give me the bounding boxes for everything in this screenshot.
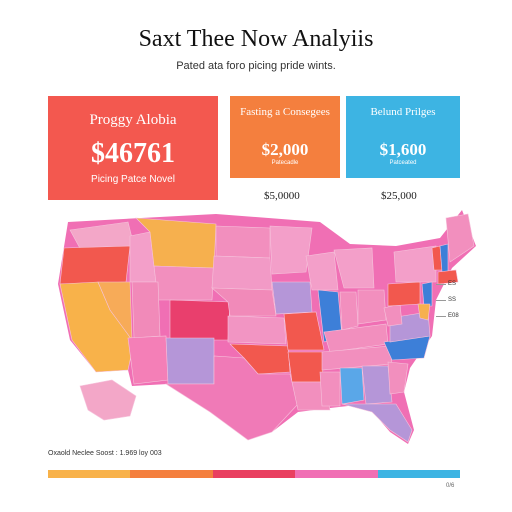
state-south-carolina: [387, 361, 409, 395]
stat-card-secondary: Fasting a Consegees $2,000 Patecadle: [230, 96, 340, 178]
legend-line-2: [436, 300, 446, 301]
state-michigan: [333, 247, 375, 289]
legend-line-3: [436, 316, 446, 317]
stat-card-tertiary: Belund Prilges $1,600 Patceated: [346, 96, 460, 178]
state-texas: [164, 355, 299, 441]
state-new-mexico: [165, 337, 215, 385]
stat-card-primary-note: Picing Patce Novel: [91, 174, 175, 185]
state-south-dakota: [211, 255, 273, 291]
state-colorado: [169, 299, 231, 341]
state-maine: [445, 213, 475, 263]
scale-segment-5: [377, 470, 461, 478]
side-label-2: SS: [448, 297, 457, 303]
scale-segment-2: [130, 470, 213, 478]
state-wyoming: [153, 265, 215, 301]
state-louisiana: [291, 381, 331, 411]
state-pennsylvania: [387, 281, 421, 307]
side-label-3: E08: [448, 313, 459, 319]
state-massachusetts: [437, 269, 459, 285]
state-alaska: [79, 379, 137, 421]
state-kansas: [227, 315, 287, 345]
state-new-jersey: [421, 281, 433, 307]
page-title: Saxt Thee Now Analyiis: [138, 26, 374, 52]
states-layer: [58, 210, 476, 444]
color-scale-bar: [48, 470, 461, 478]
state-arkansas: [287, 351, 325, 383]
state-maryland: [417, 303, 431, 321]
page-subtitle: Pated ata foro picing pride wints.: [176, 60, 336, 72]
stat-card-tertiary-value: $1,600: [379, 140, 427, 159]
state-georgia: [361, 365, 393, 405]
state-indiana: [339, 291, 359, 331]
secondary-below-value: $5,0000: [264, 190, 300, 202]
state-wisconsin: [305, 251, 339, 291]
state-alabama: [339, 367, 365, 405]
stat-card-secondary-note: Patecadle: [271, 160, 299, 166]
state-nebraska: [211, 287, 277, 317]
state-oklahoma: [229, 343, 291, 375]
state-utah: [131, 281, 161, 339]
stat-card-tertiary-note: Patceated: [389, 160, 417, 166]
state-new-york: [393, 245, 437, 283]
legend-line-1: [436, 284, 446, 285]
state-minnesota: [269, 225, 313, 275]
scale-segment-3: [212, 470, 296, 478]
scale-segment-4: [295, 470, 378, 478]
stat-card-secondary-value: $2,000: [261, 140, 309, 159]
stat-card-secondary-title: Fasting a Consegees: [240, 106, 330, 118]
state-north-dakota: [215, 225, 271, 259]
scale-segment-1: [48, 470, 131, 478]
state-mississippi: [319, 371, 341, 407]
side-label-1: ES: [448, 281, 457, 287]
footer-tiny-label: 0/6: [446, 483, 455, 489]
tertiary-below-value: $25,000: [381, 190, 417, 202]
state-arizona: [127, 335, 169, 385]
state-ohio: [357, 289, 387, 325]
stat-card-tertiary-title: Belund Prilges: [370, 106, 436, 118]
stat-card-primary: Proggy Alobia $46761 Picing Patce Novel: [48, 96, 218, 200]
footer-note: Oxaold Neclee Soost : 1.969 loy 003: [48, 450, 162, 457]
state-oregon: [59, 245, 131, 285]
state-missouri: [283, 311, 325, 351]
stat-card-primary-value: $46761: [91, 138, 175, 169]
stat-card-primary-title: Proggy Alobia: [89, 112, 177, 128]
state-iowa: [271, 281, 313, 315]
state-florida: [341, 403, 413, 443]
